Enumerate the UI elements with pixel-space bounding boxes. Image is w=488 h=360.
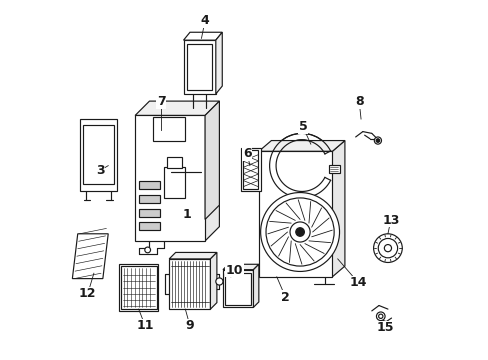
Circle shape — [375, 139, 379, 142]
Circle shape — [260, 193, 339, 271]
Text: 14: 14 — [349, 276, 366, 289]
Bar — [135, 116, 204, 241]
Polygon shape — [332, 140, 344, 277]
Text: 11: 11 — [136, 319, 154, 332]
Bar — [241, 148, 260, 191]
Bar — [225, 273, 250, 305]
Text: 4: 4 — [200, 14, 209, 27]
Polygon shape — [253, 264, 258, 307]
Text: 10: 10 — [225, 264, 243, 277]
Circle shape — [265, 198, 333, 266]
Bar — [139, 181, 160, 189]
Polygon shape — [258, 140, 344, 151]
Circle shape — [215, 278, 223, 285]
Polygon shape — [223, 264, 258, 270]
Bar — [328, 165, 339, 173]
Circle shape — [378, 238, 397, 258]
Bar — [121, 266, 156, 309]
Bar — [163, 167, 185, 198]
Polygon shape — [183, 32, 222, 40]
Bar — [139, 195, 160, 203]
Text: 8: 8 — [354, 95, 363, 108]
Bar — [80, 119, 117, 191]
Circle shape — [144, 247, 150, 253]
Circle shape — [269, 134, 333, 198]
Circle shape — [376, 312, 384, 320]
Text: 2: 2 — [281, 291, 289, 304]
Circle shape — [295, 228, 304, 236]
Bar — [243, 150, 258, 189]
Text: 13: 13 — [381, 214, 399, 227]
Text: 3: 3 — [96, 164, 104, 177]
Text: 7: 7 — [157, 95, 165, 108]
Bar — [223, 270, 253, 307]
Polygon shape — [204, 101, 219, 241]
Bar — [139, 222, 160, 230]
Text: 12: 12 — [79, 287, 96, 300]
Text: 1: 1 — [183, 208, 191, 221]
Circle shape — [384, 244, 391, 252]
Bar — [169, 259, 210, 309]
Polygon shape — [135, 101, 219, 116]
Polygon shape — [169, 252, 217, 259]
Bar — [153, 117, 185, 140]
Bar — [119, 264, 158, 311]
Text: 15: 15 — [376, 321, 393, 334]
Polygon shape — [204, 101, 219, 220]
Bar — [183, 40, 215, 94]
Text: 5: 5 — [298, 121, 306, 134]
Bar — [258, 151, 332, 277]
Circle shape — [289, 222, 309, 242]
Polygon shape — [215, 32, 222, 94]
Bar — [187, 44, 212, 90]
Bar — [167, 157, 182, 168]
Bar — [139, 209, 160, 217]
Text: 6: 6 — [243, 147, 251, 160]
Text: 9: 9 — [185, 319, 194, 332]
Circle shape — [373, 137, 381, 144]
Polygon shape — [72, 234, 108, 279]
Polygon shape — [210, 252, 217, 309]
Circle shape — [373, 234, 402, 262]
Circle shape — [276, 140, 327, 192]
Bar — [83, 125, 113, 184]
